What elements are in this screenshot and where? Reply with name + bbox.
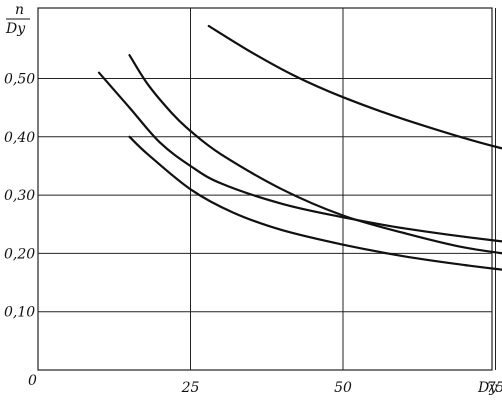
- series-line-2-5: [128, 54, 502, 255]
- grid: [37, 7, 496, 371]
- y-tick-label-0,30: 0,30: [4, 188, 35, 204]
- x-tick-label-25: 25: [181, 380, 200, 396]
- tick-labels: 2550751001250,100,200,300,400,50: [4, 72, 502, 397]
- x-axis-label: Dy: [477, 380, 498, 396]
- y-tick-label-0,20: 0,20: [4, 246, 35, 262]
- x-tick-label-75: 75: [487, 380, 502, 396]
- curves: [97, 24, 502, 271]
- series-line-8: [207, 24, 502, 150]
- x-tick-label-50: 50: [334, 380, 352, 396]
- y-tick-label-0,40: 0,40: [4, 130, 35, 146]
- plot-frame: [37, 7, 493, 371]
- y-tick-label-0,50: 0,50: [4, 72, 35, 88]
- y-axis-label-numerator: n: [15, 2, 24, 18]
- y-tick-label-0,10: 0,10: [4, 305, 35, 321]
- series-line-1-6: [128, 135, 502, 271]
- y-axis-label-denominator: Dy: [5, 21, 26, 37]
- origin-label: 0: [28, 373, 37, 389]
- series-line-3-4-7: [97, 71, 502, 243]
